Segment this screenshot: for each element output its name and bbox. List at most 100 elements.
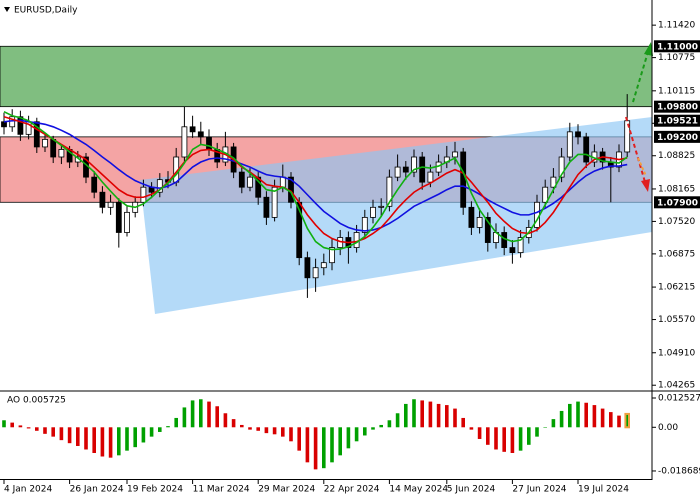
x-tick-label: 19 Jul 2024 — [578, 485, 629, 495]
candle-body — [361, 216, 368, 233]
x-tick-label: 4 Jan 2024 — [4, 485, 52, 495]
candle-body — [33, 121, 40, 148]
y-tick-label: 1.06875 — [658, 249, 695, 259]
y-tick-label: 1.06215 — [658, 283, 695, 293]
x-tick-label: 29 Mar 2024 — [258, 485, 315, 495]
down-arrow-head — [641, 179, 650, 192]
ao-bar — [494, 427, 498, 450]
ao-bar — [469, 427, 474, 430]
moving-average — [3, 119, 628, 232]
y-tick-label: 0.012527 — [658, 394, 700, 404]
ao-bar — [371, 427, 375, 430]
candle-body — [558, 156, 565, 178]
ao-bar — [592, 405, 597, 428]
x-tick-label: 22 Apr 2024 — [324, 485, 380, 495]
ao-bar — [379, 424, 383, 428]
y-tick-label: -0.018689 — [658, 466, 700, 476]
price-level-label: 1.09200 — [657, 133, 698, 143]
ao-bar — [527, 427, 531, 445]
ao-bar — [149, 427, 154, 437]
ao-bar — [256, 427, 260, 431]
price-level-label: 1.09521 — [657, 117, 698, 127]
up-arrow-head — [644, 42, 653, 56]
ao-bar — [395, 413, 400, 428]
y-tick-label: 1.04910 — [658, 348, 695, 358]
candle-body — [58, 149, 65, 158]
candle-body — [501, 232, 508, 248]
down-arrow-line — [625, 116, 646, 183]
ao-bar — [281, 427, 285, 437]
candle-body — [304, 257, 311, 279]
candle-body — [517, 237, 524, 254]
ao-bar — [624, 412, 631, 429]
candle-body — [99, 191, 106, 208]
y-tick-label: 1.08165 — [658, 184, 695, 194]
ao-bar — [412, 399, 416, 428]
ao-bar — [428, 401, 433, 428]
y-tick-label: 1.10775 — [658, 53, 695, 63]
ao-bar — [174, 417, 178, 428]
ao-bar — [272, 427, 277, 435]
candle-body — [411, 156, 417, 173]
candle-body — [140, 186, 147, 203]
candle-body — [17, 116, 24, 135]
ao-bar — [404, 403, 408, 428]
moving-averages — [3, 110, 628, 251]
price-level-box — [654, 40, 700, 53]
ao-bar — [231, 419, 236, 428]
y-tick-label: 1.07520 — [658, 217, 695, 227]
moving-average — [3, 110, 628, 251]
ao-bar — [35, 427, 39, 431]
ao-bar — [166, 426, 170, 428]
ao-bar — [84, 427, 88, 450]
price-level-label: 1.07900 — [657, 198, 698, 208]
candle-body — [575, 131, 581, 138]
candle-body — [402, 166, 409, 173]
candle-body — [583, 136, 590, 163]
ao-bar — [313, 427, 318, 470]
ao-bar — [76, 427, 80, 446]
ao-bar — [568, 403, 572, 428]
ao-bar — [486, 427, 490, 445]
ao-bar — [182, 407, 187, 428]
up-arrow-line — [632, 51, 649, 103]
price-level-label: 1.11000 — [657, 42, 698, 52]
candle-body — [329, 247, 335, 264]
ao-bar — [51, 427, 55, 437]
ao-bar — [133, 427, 137, 448]
ao-bar — [18, 425, 23, 428]
price-level-box — [654, 196, 700, 209]
candle-body — [271, 186, 278, 218]
x-tick-label: 19 Feb 2024 — [127, 485, 183, 495]
moving-average — [3, 115, 628, 244]
ao-bar — [108, 427, 113, 458]
candle-body — [279, 176, 286, 188]
ao-bar — [445, 405, 449, 428]
ao-bar — [543, 427, 547, 428]
candle-body — [1, 121, 7, 128]
ao-bar — [43, 427, 47, 434]
ao-bar — [518, 427, 523, 451]
y-tick-label: 0.00 — [658, 423, 678, 433]
candle-body — [353, 232, 360, 248]
candle-body — [320, 262, 327, 269]
forecast-arrows — [625, 42, 653, 192]
candle-body — [484, 216, 491, 243]
candle-body — [247, 176, 253, 188]
ao-bar — [67, 427, 72, 444]
candle-body — [566, 131, 573, 158]
ao-bar — [207, 401, 211, 428]
ao-bar — [2, 420, 6, 428]
ao-bar — [297, 427, 301, 451]
price-level-box — [654, 114, 700, 127]
candle-body — [427, 171, 434, 183]
candle-body — [181, 126, 188, 158]
candle-body — [394, 166, 401, 178]
candle-body — [50, 138, 57, 158]
x-tick-label: 27 Jun 2024 — [512, 485, 566, 495]
candle-body — [460, 151, 467, 208]
ao-bar — [59, 427, 64, 441]
candle-body — [124, 211, 130, 233]
